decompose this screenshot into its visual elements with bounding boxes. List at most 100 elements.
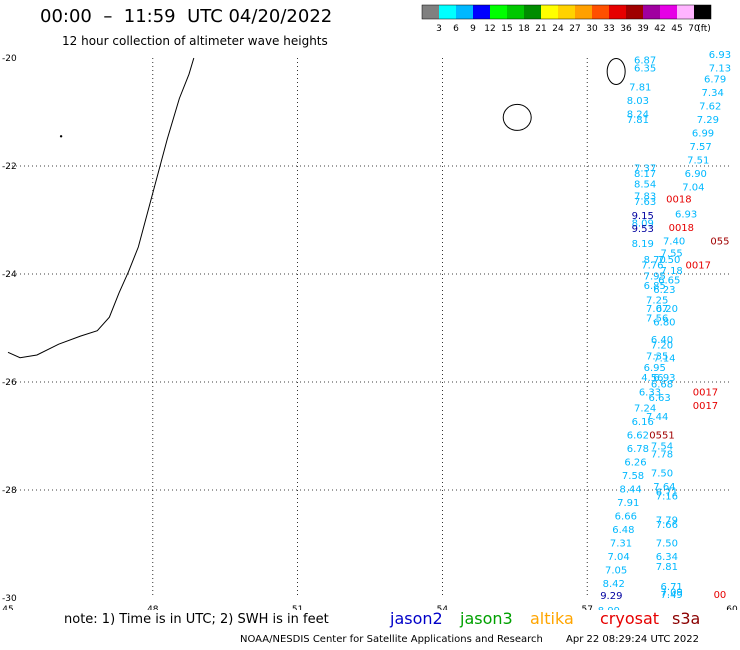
wave-height-label: 055	[710, 236, 729, 247]
wave-height-label: 7.37	[634, 163, 656, 174]
wave-height-label: 7.55	[661, 249, 683, 260]
color-scale-label: 36	[620, 24, 632, 34]
wave-height-label: 6.33	[639, 388, 661, 399]
lat-tick-label: -28	[2, 486, 17, 496]
wave-height-label: 7.81	[656, 562, 678, 573]
wave-height-label: 6.35	[634, 64, 656, 75]
color-scale-label: 42	[654, 24, 665, 34]
wave-height-map: 45 48 51 54 57 60 -20 -22 -24 -26 -28 -30 6.876.35 7.…	[2, 50, 738, 610]
page-subtitle: 12 hour collection of altimeter wave hei…	[62, 34, 328, 48]
color-scale-label: 9	[470, 24, 476, 34]
color-scale-label: 6	[453, 24, 459, 34]
wave-height-label: 6.23	[653, 285, 675, 296]
color-scale-label: 15	[501, 24, 512, 34]
wave-height-label: 6.93	[653, 373, 675, 384]
wave-height-label: 8.54	[634, 180, 656, 191]
wave-height-label: 00	[714, 590, 727, 601]
color-scale-unit: (ft)	[697, 24, 711, 34]
wave-height-label: 8.44	[620, 485, 642, 496]
wave-height-label: 6.78	[627, 444, 649, 455]
legend-jason2: jason2	[390, 609, 443, 628]
wave-height-label: 7.07	[646, 304, 668, 315]
wave-height-label: 7.14	[653, 353, 675, 364]
wave-height-label: 0018	[669, 223, 694, 234]
color-swatch	[660, 5, 677, 19]
wave-height-label: 8.17	[634, 169, 656, 180]
color-swatch	[439, 5, 456, 19]
wave-height-label: 7.50	[656, 539, 678, 550]
color-scale-label: 18	[518, 24, 530, 34]
wave-height-label: 4.56	[641, 373, 663, 384]
wave-height-label: 7.20	[651, 341, 673, 352]
wave-height-label: 7.76	[641, 261, 663, 272]
wave-height-label: 7.78	[651, 450, 673, 461]
color-swatch	[473, 5, 490, 19]
color-scale-legend: 3 6 9 12 15 18 21 24 27 30 33 36 39 42 45 70(ft)	[421, 4, 712, 34]
lon-tick-label: 45	[2, 605, 13, 610]
color-scale-label: 24	[552, 24, 564, 34]
wave-height-label: 7.16	[656, 492, 678, 503]
mauritius-island	[606, 58, 626, 85]
color-swatch	[575, 5, 592, 19]
legend-altika: altika	[530, 609, 574, 628]
wave-height-label: 7.25	[646, 296, 668, 307]
wave-height-label: 7.49	[661, 590, 683, 601]
wave-height-label: 6.40	[651, 335, 673, 346]
wave-height-label: 7.51	[687, 155, 709, 166]
color-swatch	[490, 5, 507, 19]
lat-tick-label: -22	[2, 162, 17, 172]
lon-tick-label: 51	[292, 605, 303, 610]
wave-height-label: 6.20	[656, 304, 678, 315]
wave-height-label: 8.19	[632, 239, 654, 250]
lon-tick-label: 54	[437, 605, 449, 610]
color-scale-label: 39	[637, 24, 649, 34]
wave-height-label: 7.79	[656, 515, 678, 526]
wave-height-label: 7.95	[644, 271, 666, 282]
wave-height-label: 7.05	[605, 566, 627, 577]
color-swatch	[626, 5, 643, 19]
color-swatch	[643, 5, 660, 19]
wave-height-label: 7.91	[617, 498, 639, 509]
wave-height-label: 6.93	[709, 50, 731, 61]
wave-height-label: 6.93	[675, 209, 697, 220]
color-scale-label: 70	[688, 24, 700, 34]
wave-height-label: 0018	[666, 195, 691, 206]
color-swatch	[422, 5, 439, 19]
lat-tick-label: -26	[2, 378, 17, 388]
lon-tick-label: 57	[581, 605, 592, 610]
wave-height-label: 7.81	[627, 115, 649, 126]
color-scale-label: 30	[586, 24, 598, 34]
wave-height-label: 8.24	[627, 109, 649, 120]
wave-height-label: 7.44	[646, 412, 668, 423]
color-swatch	[507, 5, 524, 19]
wave-height-label: 6.34	[656, 552, 678, 563]
wave-height-label: 7.09	[661, 587, 683, 598]
wave-height-label: 7.81	[629, 82, 651, 93]
color-swatch	[558, 5, 575, 19]
color-scale-label: 27	[569, 24, 580, 34]
wave-height-label: 0551	[649, 431, 674, 442]
lat-tick-label: -20	[2, 54, 17, 64]
wave-height-label: 8.03	[627, 96, 649, 107]
color-swatch	[456, 5, 473, 19]
lat-tick-label: -30	[2, 594, 17, 604]
wave-height-label: 6.68	[651, 379, 673, 390]
wave-height-label: 8.70	[644, 255, 666, 266]
wave-height-label: 6.99	[692, 128, 714, 139]
wave-height-label: 6.90	[685, 169, 707, 180]
color-swatch	[524, 5, 541, 19]
wave-height-label: 8.09	[632, 218, 654, 229]
wave-height-label: 6.62	[627, 431, 649, 442]
wave-height-label: 9.29	[600, 591, 622, 602]
wave-height-label: 6.80	[653, 317, 675, 328]
wave-height-label: 7.04	[682, 182, 704, 193]
wave-height-label: 6.85	[644, 281, 666, 292]
color-scale-label: 21	[535, 24, 546, 34]
wave-height-label: 7.50	[658, 255, 680, 266]
color-swatch	[541, 5, 558, 19]
wave-height-label: 6.63	[648, 393, 670, 404]
lon-tick-label: 60	[726, 605, 738, 610]
lon-tick-label: 48	[147, 605, 159, 610]
wave-height-label: 7.58	[622, 471, 644, 482]
lat-tick-label: -24	[2, 270, 17, 280]
